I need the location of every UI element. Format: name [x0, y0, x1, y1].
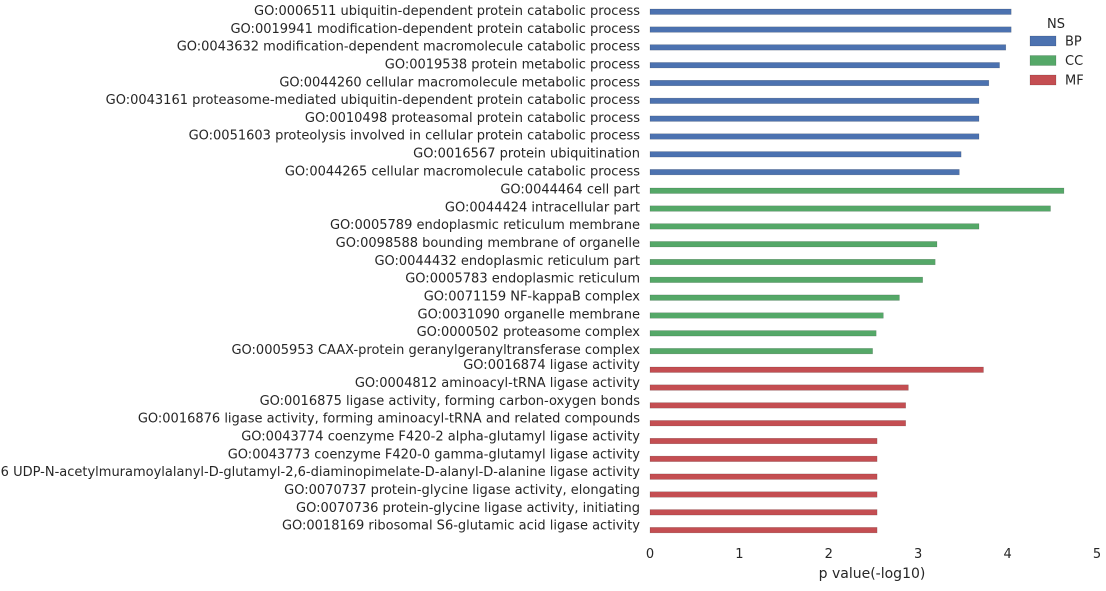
category-label: GO:0005953 CAAX-protein geranylgeranyltr…: [231, 343, 640, 358]
category-label: GO:0043773 coenzyme F420-0 gamma-glutamy…: [228, 447, 641, 462]
category-label: GO:0008766 UDP-N-acetylmuramoylalanyl-D-…: [0, 465, 640, 480]
bar-mf-3: [649, 402, 906, 409]
bar-bp-10: [649, 169, 960, 176]
category-label: GO:0019941 modification-dependent protei…: [230, 22, 640, 37]
category-label: GO:0098588 bounding membrane of organell…: [336, 236, 640, 251]
bar-bp-8: [649, 133, 980, 140]
bar-mf-9: [649, 509, 878, 516]
category-labels: GO:0006511 ubiquitin-dependent protein c…: [0, 4, 640, 534]
legend-swatch-bp: [1029, 35, 1057, 47]
category-label: GO:0043161 proteasome-mediated ubiquitin…: [106, 93, 641, 108]
x-tick-label: 1: [735, 547, 743, 562]
category-label: GO:0051603 proteolysis involved in cellu…: [189, 129, 641, 144]
bar-cc-5: [649, 259, 936, 266]
bar-mf-7: [649, 473, 878, 480]
bar-bp-7: [649, 115, 980, 122]
category-label: GO:0019538 protein metabolic process: [385, 57, 640, 72]
category-label: GO:0016567 protein ubiquitination: [413, 147, 640, 162]
category-label: GO:0044464 cell part: [500, 183, 640, 198]
bars-layer: [649, 8, 1065, 534]
x-tick-label: 0: [646, 547, 654, 562]
category-label: GO:0000502 proteasome complex: [417, 325, 641, 340]
x-axis-title: p value(-log10): [819, 566, 926, 582]
bar-cc-1: [649, 187, 1065, 194]
category-label: GO:0016876 ligase activity, forming amin…: [138, 412, 640, 427]
x-tick-label: 4: [1003, 547, 1011, 562]
category-label: GO:0070737 protein-glycine ligase activi…: [284, 483, 640, 498]
bar-bp-2: [649, 26, 1012, 33]
bar-bp-9: [649, 151, 962, 158]
x-tick-label: 2: [825, 547, 833, 562]
category-label: GO:0043632 modification-dependent macrom…: [177, 40, 641, 55]
bar-bp-4: [649, 62, 1000, 69]
legend: NS BP CC MF: [1029, 17, 1084, 89]
bar-cc-10: [649, 348, 873, 355]
bar-bp-5: [649, 80, 990, 87]
bar-mf-8: [649, 491, 878, 498]
bar-cc-2: [649, 205, 1051, 212]
category-label: GO:0004812 aminoacyl-tRNA ligase activit…: [355, 376, 640, 391]
legend-title: NS: [1047, 17, 1065, 32]
legend-swatch-mf: [1029, 74, 1057, 86]
category-label: GO:0031090 organelle membrane: [418, 307, 641, 322]
category-label: GO:0044260 cellular macromolecule metabo…: [279, 75, 640, 90]
bar-mf-5: [649, 438, 878, 445]
bar-cc-8: [649, 312, 884, 319]
bar-cc-7: [649, 294, 900, 301]
category-label: GO:0043774 coenzyme F420-2 alpha-glutamy…: [241, 429, 640, 444]
bar-bp-6: [649, 97, 980, 104]
category-label: GO:0018169 ribosomal S6-glutamic acid li…: [282, 519, 640, 534]
x-axis: 0 1 2 3 4 5: [646, 547, 1101, 562]
category-label: GO:0044265 cellular macromolecule catabo…: [285, 164, 640, 179]
bar-cc-3: [649, 223, 980, 230]
category-label: GO:0006511 ubiquitin-dependent protein c…: [254, 4, 640, 19]
bar-mf-6: [649, 455, 878, 462]
category-label: GO:0016874 ligase activity: [463, 358, 640, 373]
legend-label-bp: BP: [1065, 35, 1082, 50]
x-tick-label: 3: [914, 547, 922, 562]
legend-label-cc: CC: [1065, 54, 1083, 69]
legend-swatch-cc: [1029, 55, 1057, 66]
category-label: GO:0071159 NF-kappaB complex: [424, 290, 641, 305]
category-label: GO:0005789 endoplasmic reticulum membran…: [330, 218, 640, 233]
bar-mf-4: [649, 420, 906, 427]
legend-label-mf: MF: [1065, 74, 1084, 89]
category-label: GO:0044432 endoplasmic reticulum part: [374, 254, 640, 269]
category-label: GO:0016875 ligase activity, forming carb…: [260, 394, 641, 409]
bar-mf-1: [649, 366, 984, 373]
category-label: GO:0010498 proteasomal protein catabolic…: [305, 111, 640, 126]
bar-mf-2: [649, 384, 909, 391]
bar-bp-1: [649, 8, 1012, 15]
category-label: GO:0005783 endoplasmic reticulum: [405, 272, 640, 287]
x-tick-label: 5: [1093, 547, 1101, 562]
bar-mf-10: [649, 527, 878, 534]
bar-cc-9: [649, 330, 877, 337]
bar-bp-3: [649, 44, 1007, 51]
category-label: GO:0070736 protein-glycine ligase activi…: [296, 501, 640, 516]
bar-cc-6: [649, 276, 923, 283]
bar-cc-4: [649, 241, 938, 248]
category-label: GO:0044424 intracellular part: [445, 200, 640, 215]
